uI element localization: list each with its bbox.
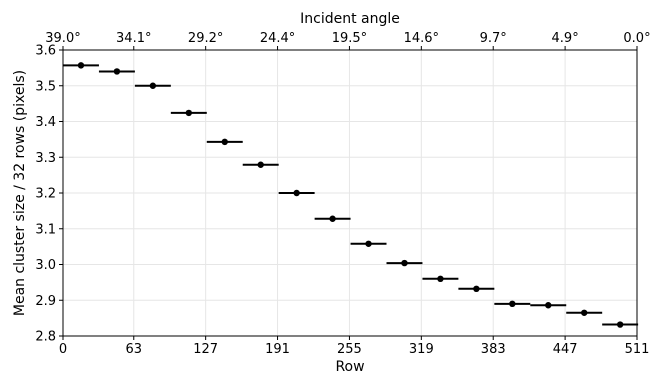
x-tick-label: 383 bbox=[481, 342, 506, 357]
y-tick-label: 3.4 bbox=[35, 115, 56, 130]
top-tick-label: 39.0° bbox=[45, 31, 80, 46]
top-tick-label: 9.7° bbox=[480, 31, 507, 46]
data-point bbox=[616, 321, 624, 328]
x-tick-label: 127 bbox=[193, 342, 218, 357]
data-point bbox=[545, 302, 552, 309]
y-tick-label: 3.2 bbox=[35, 187, 56, 202]
data-point bbox=[473, 285, 480, 293]
x-tick-label: 63 bbox=[125, 342, 142, 357]
data-point bbox=[365, 240, 372, 247]
top-tick-label: 24.4° bbox=[260, 31, 295, 46]
y-tick-label: 2.9 bbox=[35, 294, 56, 309]
data-point bbox=[257, 161, 264, 168]
axis-ticks: 0 63 127 191 255 319 383 447 511 39.0° 34.1° 29.2° 2… bbox=[35, 31, 650, 357]
x-tick-label: 447 bbox=[553, 342, 578, 357]
y-tick-label: 3.1 bbox=[35, 222, 56, 237]
x-tick-label: 255 bbox=[337, 342, 362, 357]
y-tick-label: 3.6 bbox=[35, 44, 56, 59]
top-tick-label: 29.2° bbox=[188, 31, 223, 46]
grid bbox=[63, 50, 637, 336]
y-tick-label: 3.3 bbox=[35, 151, 56, 166]
y-tick-label: 3.0 bbox=[35, 258, 56, 273]
data-point bbox=[437, 275, 444, 282]
y-tick-label: 3.5 bbox=[35, 79, 56, 94]
data-point bbox=[185, 109, 193, 117]
data-point bbox=[293, 189, 300, 197]
top-tick-label: 34.1° bbox=[116, 31, 151, 46]
data-point bbox=[509, 300, 516, 308]
data-point bbox=[149, 82, 157, 89]
x-axis-label: Row bbox=[335, 359, 364, 373]
data-point bbox=[329, 215, 336, 222]
data-point bbox=[401, 259, 408, 267]
x-tick-label: 511 bbox=[625, 342, 650, 357]
top-tick-label: 19.5° bbox=[332, 31, 367, 46]
y-axis-label: Mean cluster size / 32 rows (pixels) bbox=[12, 70, 28, 316]
x-tick-label: 319 bbox=[409, 342, 434, 357]
data-point bbox=[113, 68, 121, 75]
data-point bbox=[77, 62, 85, 69]
top-tick-label: 4.9° bbox=[552, 31, 579, 46]
x-tick-label: 0 bbox=[59, 342, 67, 357]
data-point bbox=[221, 138, 228, 146]
top-axis-label: Incident angle bbox=[300, 11, 400, 27]
data-point bbox=[581, 309, 588, 316]
data-points bbox=[63, 62, 639, 328]
top-tick-label: 14.6° bbox=[404, 31, 439, 46]
y-tick-label: 2.8 bbox=[35, 330, 56, 345]
top-tick-label: 0.0° bbox=[623, 31, 650, 46]
x-tick-label: 191 bbox=[265, 342, 290, 357]
